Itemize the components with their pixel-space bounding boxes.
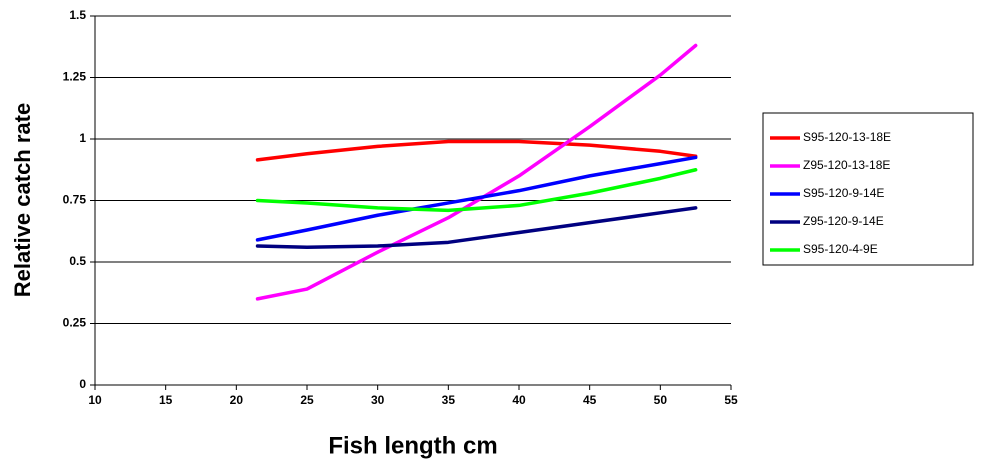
- x-tick-label: 15: [159, 393, 173, 407]
- y-tick-label: 0.25: [63, 316, 87, 330]
- y-tick-label: 1.25: [63, 70, 87, 84]
- series-line: [255, 155, 698, 242]
- x-tick-label: 45: [583, 393, 597, 407]
- y-axis-label: Relative catch rate: [10, 103, 35, 297]
- x-axis-label: Fish length cm: [328, 432, 497, 459]
- series-line: [255, 139, 698, 162]
- x-tick-label: 30: [371, 393, 385, 407]
- legend-label: S95-120-4-9E: [803, 242, 878, 256]
- x-tick-label: 40: [512, 393, 526, 407]
- y-tick-label: 0.75: [63, 193, 87, 207]
- y-tick-label: 1: [79, 131, 86, 145]
- x-tick-label: 20: [230, 393, 244, 407]
- legend-label: Z95-120-13-18E: [803, 158, 890, 172]
- series-line: [255, 43, 698, 301]
- legend-label: S95-120-13-18E: [803, 130, 891, 144]
- y-tick-label: 0.5: [69, 254, 86, 268]
- x-tick-label: 35: [442, 393, 456, 407]
- legend-label: S95-120-9-14E: [803, 186, 884, 200]
- series-line: [255, 168, 698, 213]
- y-tick-label: 0: [79, 377, 86, 391]
- legend-label: Z95-120-9-14E: [803, 214, 884, 228]
- y-tick-label: 1.5: [69, 8, 86, 22]
- x-tick-label: 10: [88, 393, 102, 407]
- x-tick-label: 55: [724, 393, 738, 407]
- x-tick-label: 50: [654, 393, 668, 407]
- x-tick-label: 25: [300, 393, 314, 407]
- series-line: [255, 206, 698, 249]
